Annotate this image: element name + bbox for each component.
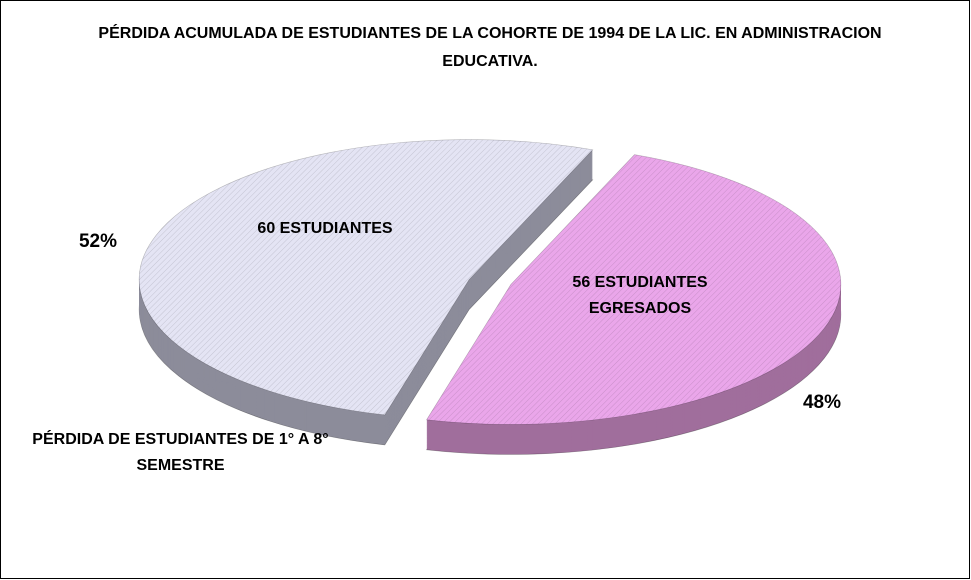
chart-title: PÉRDIDA ACUMULADA DE ESTUDIANTES DE LA C… — [98, 25, 882, 70]
value-label: 48% — [802, 392, 842, 413]
slice-annotation: 60 ESTUDIANTES — [257, 220, 393, 237]
pie-slice — [138, 139, 594, 416]
value-label: 52% — [78, 231, 118, 252]
category-label: PÉRDIDA DE ESTUDIANTES DE 1° A 8° SEMEST… — [32, 431, 329, 474]
pie-slice — [426, 154, 842, 425]
category-label: 56 ESTUDIANTES EGRESADOS — [572, 274, 708, 317]
